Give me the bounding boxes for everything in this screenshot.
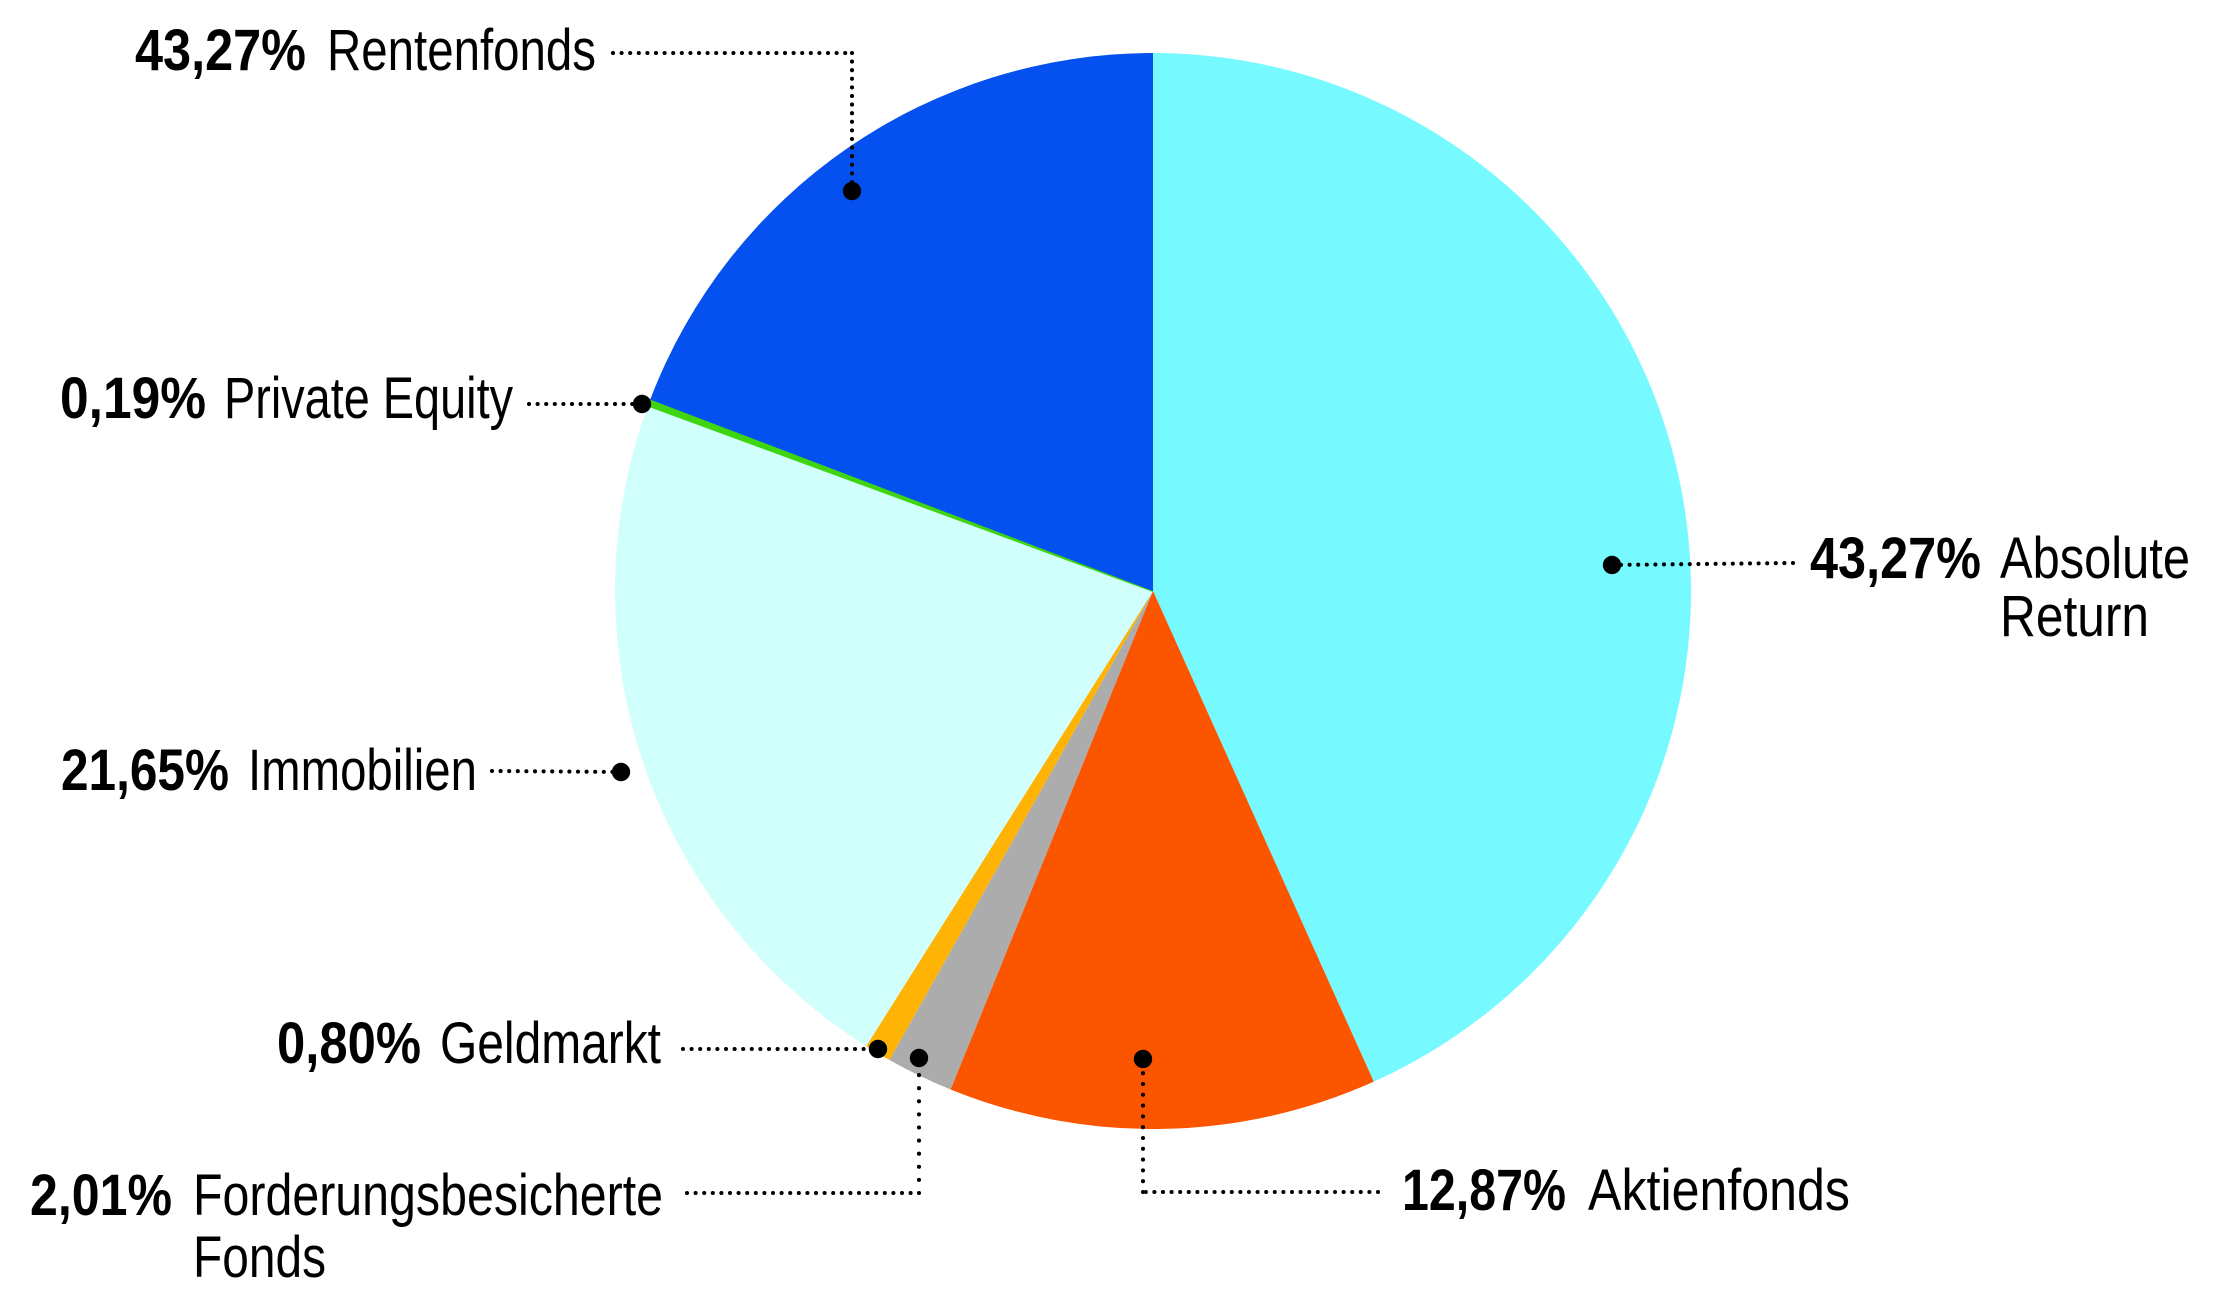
svg-text:0,19%: 0,19% bbox=[60, 366, 206, 431]
svg-text:Fonds: Fonds bbox=[193, 1225, 326, 1290]
svg-text:2,01%: 2,01% bbox=[30, 1163, 172, 1228]
svg-text:Immobilien: Immobilien bbox=[248, 738, 477, 803]
svg-text:12,87%: 12,87% bbox=[1402, 1158, 1566, 1223]
svg-text:Return: Return bbox=[2000, 584, 2149, 649]
svg-text:Private Equity: Private Equity bbox=[224, 366, 513, 431]
svg-text:0,80%: 0,80% bbox=[277, 1011, 421, 1076]
svg-text:Forderungsbesicherte: Forderungsbesicherte bbox=[193, 1163, 663, 1228]
svg-text:43,27%: 43,27% bbox=[1810, 526, 1981, 591]
svg-text:Geldmarkt: Geldmarkt bbox=[440, 1011, 661, 1076]
svg-text:Absolute: Absolute bbox=[2000, 526, 2190, 591]
svg-text:Rentenfonds: Rentenfonds bbox=[327, 18, 596, 83]
svg-text:Aktienfonds: Aktienfonds bbox=[1588, 1158, 1850, 1223]
svg-text:21,65%: 21,65% bbox=[61, 738, 229, 803]
svg-text:43,27%: 43,27% bbox=[135, 18, 306, 83]
